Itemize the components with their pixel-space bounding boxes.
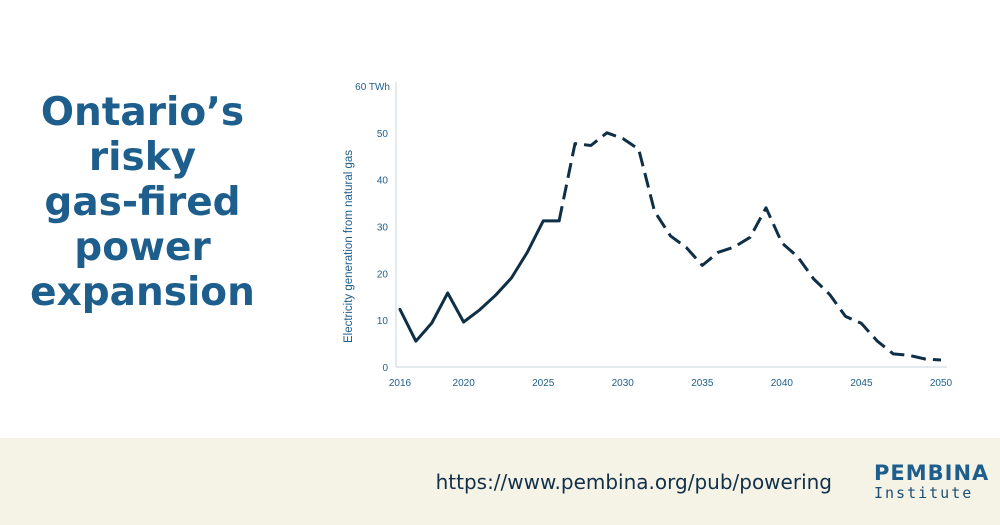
headline-line: risky (88, 135, 197, 180)
headline-line: Ontario’s (40, 90, 245, 135)
headline: Ontario’s risky gas-fired power expansio… (20, 90, 265, 315)
x-tick-label: 2016 (389, 378, 412, 389)
y-tick-label: 20 (377, 269, 389, 280)
x-tick-label: 2040 (771, 378, 794, 389)
y-tick-label: 30 (377, 223, 389, 234)
historical-series-line (398, 219, 561, 343)
x-tick-label: 2045 (850, 378, 873, 389)
y-unit-label: 60 TWh (355, 82, 390, 93)
x-tick-label: 2050 (930, 378, 953, 389)
logo-name: PEMBINA (874, 461, 990, 485)
source-url-link[interactable]: https://www.pembina.org/pub/powering (435, 470, 832, 494)
headline-line: expansion (30, 270, 255, 315)
headline-line: gas-fired (44, 180, 241, 225)
logo-subtitle: Institute (874, 484, 974, 502)
headline-line: power (74, 225, 211, 270)
x-tick-label: 2020 (453, 378, 476, 389)
x-tick-label: 2025 (532, 378, 555, 389)
y-tick-label: 50 (377, 129, 389, 140)
pembina-logo: PEMBINA Institute (874, 462, 989, 502)
y-tick-label: 0 (382, 363, 388, 374)
x-tick-label: 2030 (612, 378, 635, 389)
footer-bar: https://www.pembina.org/pub/powering PEM… (0, 438, 1000, 525)
x-tick-label: 2035 (691, 378, 714, 389)
projected-series-line (557, 131, 942, 362)
y-tick-label: 40 (377, 176, 389, 187)
y-axis-title: Electricity generation from natural gas (343, 150, 355, 343)
y-tick-label: 10 (377, 316, 389, 327)
